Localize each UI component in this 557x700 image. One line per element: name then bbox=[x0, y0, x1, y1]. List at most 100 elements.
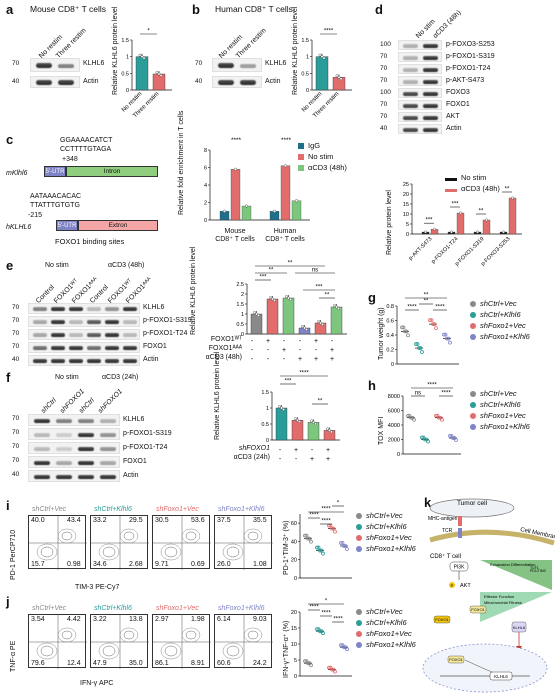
quadrant-value: 35.5 bbox=[253, 517, 267, 524]
f-group-1: No stim bbox=[55, 374, 79, 381]
panel-a-blot-actin bbox=[30, 76, 80, 88]
quadrant-value: 26.0 bbox=[217, 561, 231, 568]
e-row-3: αCD3 (48h) bbox=[205, 354, 242, 361]
y-tick-label: 1 bbox=[306, 55, 309, 61]
data-point bbox=[335, 305, 338, 309]
quadrant-value: 79.6 bbox=[31, 660, 45, 667]
f-band-label: p-FOXO1-S319 bbox=[123, 430, 172, 437]
y-tick-label: 0.8 bbox=[386, 304, 394, 310]
y-tick-label: 0.5 bbox=[121, 71, 129, 77]
d-band-label: p-FOXO3-S253 bbox=[446, 41, 495, 48]
panel-e-chart: 00.511.522.5**** ns******** bbox=[236, 261, 347, 338]
x-tick-label: p-AKT-S473 bbox=[408, 236, 433, 261]
flow-plot: 40.0 43.4 15.7 0.98 bbox=[28, 515, 87, 570]
data-point bbox=[317, 320, 320, 323]
p-icon bbox=[449, 582, 455, 588]
flow-plot: 30.5 53.6 9.71 0.69 bbox=[152, 515, 211, 570]
data-point bbox=[234, 167, 238, 171]
d-kda: 70 bbox=[380, 53, 388, 60]
legend-item: shFoxo1+Vec bbox=[356, 628, 416, 639]
data-point bbox=[320, 55, 324, 59]
data-point bbox=[321, 323, 324, 326]
nucleus-shape bbox=[422, 643, 548, 693]
data-point bbox=[306, 536, 310, 541]
legend-item: shFoxo1+Vec bbox=[470, 320, 530, 331]
y-tick-label: 8000 bbox=[388, 394, 400, 400]
bar bbox=[275, 407, 288, 441]
c-mouse-seq1: GGAAAACATCT bbox=[60, 137, 113, 144]
data-point bbox=[319, 629, 324, 634]
d-band-label: p-FOXO1-T24 bbox=[446, 65, 491, 72]
data-point bbox=[452, 436, 457, 440]
panel-j-legend: shCtrl+Vec shCtrl+Klhl6 shFoxo1+Vec shFoxo1… bbox=[356, 606, 416, 650]
data-point bbox=[327, 665, 331, 670]
sig-label: **** bbox=[309, 605, 319, 611]
foxo1-box bbox=[469, 605, 487, 614]
y-tick-label: 0.2 bbox=[386, 348, 394, 354]
tumor-cell-shape bbox=[429, 498, 515, 518]
d-kda: 70 bbox=[380, 113, 388, 120]
y-tick-label: 0 bbox=[406, 232, 409, 238]
mhc-shape bbox=[458, 516, 462, 526]
data-point bbox=[330, 526, 334, 531]
data-point bbox=[415, 342, 420, 346]
panel-b-band-2: Actin bbox=[265, 78, 281, 85]
data-point bbox=[289, 298, 292, 301]
quadrant-value: 6.14 bbox=[217, 616, 231, 623]
legend-item: shCtrl+Klhl6 bbox=[356, 521, 416, 532]
panel-b-blot-actin bbox=[212, 76, 262, 88]
bar bbox=[315, 56, 329, 91]
data-point bbox=[138, 53, 142, 57]
data-point bbox=[448, 340, 452, 345]
d-band-label: p-AKT-S473 bbox=[446, 77, 485, 84]
data-point bbox=[318, 53, 322, 57]
data-point bbox=[328, 429, 331, 432]
d-blot-row bbox=[398, 64, 442, 74]
data-point bbox=[443, 332, 448, 337]
e-band-label: FOXO1 bbox=[143, 343, 167, 350]
k-tumor: Tumor cell bbox=[457, 500, 488, 507]
quadrant-value: 2.97 bbox=[155, 616, 169, 623]
data-point bbox=[142, 56, 146, 60]
data-point bbox=[502, 230, 505, 234]
f-band-label: KLHL6 bbox=[123, 416, 145, 423]
sig-label: **** bbox=[299, 371, 309, 377]
sign-mark: + bbox=[314, 356, 318, 363]
y-tick-label: 0 bbox=[391, 362, 394, 368]
panel-h-ylabel: TOX MFI bbox=[378, 416, 385, 445]
sig-label: ** bbox=[479, 209, 484, 215]
sig-label: ** bbox=[318, 399, 323, 405]
quadrant-value: 30.5 bbox=[155, 517, 169, 524]
y-tick-label: 1.5 bbox=[121, 38, 129, 44]
data-point bbox=[340, 541, 345, 545]
e-kda: 70 bbox=[12, 304, 20, 311]
data-point bbox=[406, 413, 410, 418]
e-kda: 70 bbox=[12, 343, 20, 350]
d-band-label: FOXO3 bbox=[446, 89, 470, 96]
sig-label: ns bbox=[415, 391, 421, 397]
panel-e-label: e bbox=[6, 258, 14, 273]
sig-label: *** bbox=[315, 285, 323, 291]
data-point bbox=[434, 413, 438, 418]
y-tick-label: 15 bbox=[403, 202, 409, 208]
data-point bbox=[319, 548, 324, 553]
data-point bbox=[421, 435, 426, 440]
k-akt: AKT bbox=[460, 583, 471, 589]
data-point bbox=[331, 667, 336, 672]
flow-plot: 37.5 35.5 26.0 1.08 bbox=[214, 515, 273, 570]
c-mouse-utr: 5'-UTR bbox=[44, 166, 66, 177]
f-row-1: shFOXO1 bbox=[238, 445, 270, 452]
d-band-label: AKT bbox=[446, 113, 460, 120]
legend-item: shFoxo1+Vec bbox=[356, 532, 416, 543]
y-tick-label: 6 bbox=[204, 166, 207, 172]
e-group-2: αCD3 (48h) bbox=[108, 262, 145, 269]
legend-item: shFoxo1+Klhl6 bbox=[356, 639, 416, 650]
data-point bbox=[322, 56, 326, 60]
sig-label: *** bbox=[259, 275, 267, 281]
panel-c-ylabel: Relative fold enrichment in T cells bbox=[178, 110, 185, 215]
data-point bbox=[450, 230, 453, 234]
y-tick-label: 0 bbox=[204, 218, 207, 224]
legend-acd3: αCD3 (48h) bbox=[445, 183, 500, 194]
legend-item: shCtrl+Klhl6 bbox=[470, 399, 530, 410]
